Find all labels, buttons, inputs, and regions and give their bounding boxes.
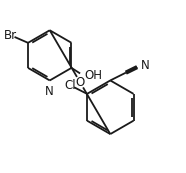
Text: N: N: [141, 59, 150, 72]
Text: O: O: [75, 76, 85, 89]
Text: Br: Br: [4, 29, 17, 42]
Text: OH: OH: [84, 69, 102, 82]
Text: N: N: [44, 85, 53, 98]
Text: Cl: Cl: [65, 79, 76, 92]
